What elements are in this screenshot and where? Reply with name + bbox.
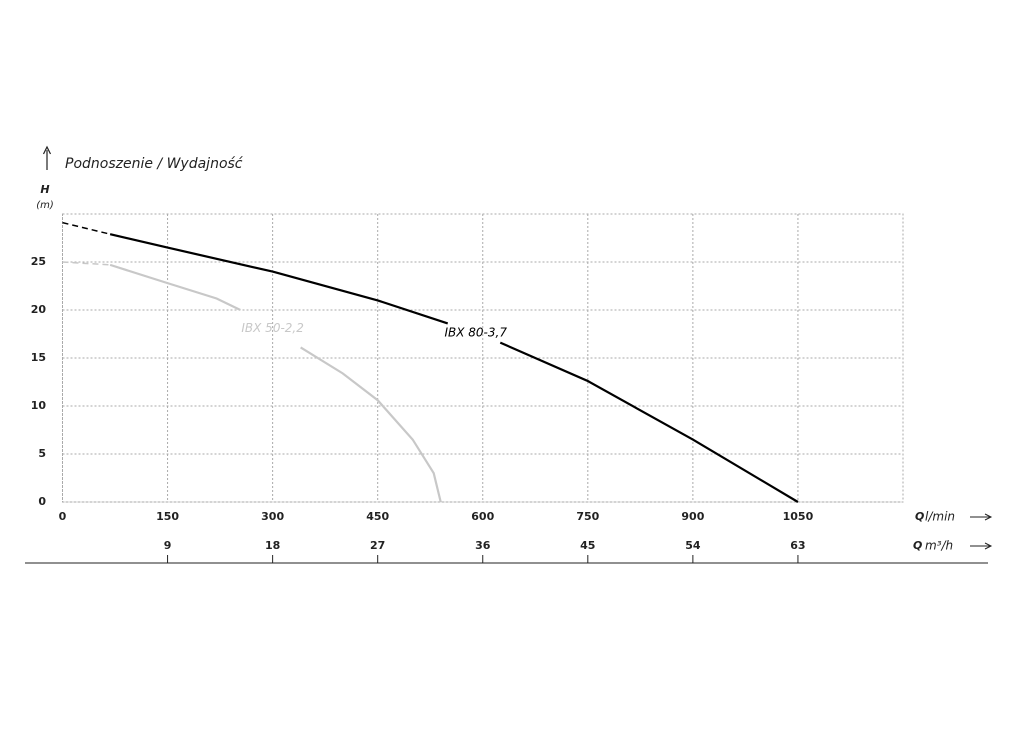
curve-extrapolated <box>62 221 111 235</box>
y-tick-label: 10 <box>31 399 47 412</box>
curve-label: IBX 50-2,2 <box>241 321 304 335</box>
y-tick-label: 15 <box>31 351 46 364</box>
x2-tick-label: 45 <box>580 539 595 552</box>
x2-tick-label: 27 <box>370 539 385 552</box>
x2-tick-label: 9 <box>164 539 172 552</box>
x-arrow-head <box>984 513 993 521</box>
curve <box>109 233 449 325</box>
x2-tick-label: 36 <box>475 539 491 552</box>
curve-extrapolated <box>62 261 111 266</box>
y-label-unit: (m) <box>36 200 54 211</box>
x-tick-label: 750 <box>576 510 599 523</box>
y-tick-label: 0 <box>38 495 46 508</box>
curve <box>300 346 442 503</box>
y-tick-label: 20 <box>31 303 47 316</box>
x-tick-label: 600 <box>471 510 494 523</box>
x2-tick-label: 63 <box>790 539 805 552</box>
x-tick-label: 300 <box>261 510 284 523</box>
x-label-unit: l/min <box>925 510 955 524</box>
y-tick-label: 5 <box>38 447 46 460</box>
chart-title: Podnoszenie / Wydajność <box>65 156 244 172</box>
x-label-symbol: Q <box>915 510 924 523</box>
x2-tick-label: 18 <box>265 539 280 552</box>
x-tick-label: 0 <box>59 510 67 523</box>
x2-label-unit: m³/h <box>925 539 953 553</box>
y-arrow-head <box>42 145 52 155</box>
x2-label-symbol: Q <box>913 539 922 552</box>
curve-label: IBX 80-3,7 <box>444 326 507 340</box>
curve <box>499 341 799 503</box>
x2-arrow-head <box>984 542 993 550</box>
x-tick-label: 1050 <box>783 510 814 523</box>
curve <box>109 263 241 311</box>
x-tick-label: 900 <box>681 510 704 523</box>
x2-tick-label: 54 <box>685 539 701 552</box>
x-tick-label: 150 <box>156 510 179 523</box>
x-tick-label: 450 <box>366 510 389 523</box>
y-tick-label: 25 <box>31 255 46 268</box>
y-label-symbol: H <box>40 183 49 196</box>
